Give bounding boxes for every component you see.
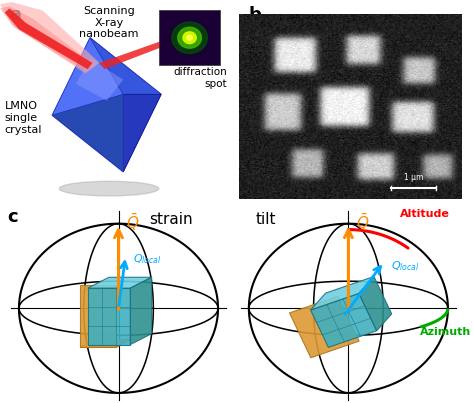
Text: $\bar{Q}$: $\bar{Q}$ <box>356 212 369 233</box>
Text: diffraction
spot: diffraction spot <box>174 67 228 89</box>
Polygon shape <box>0 6 95 71</box>
Polygon shape <box>80 285 116 347</box>
Polygon shape <box>80 339 131 347</box>
Circle shape <box>183 32 196 44</box>
Text: Scanning
X-ray
nanobeam: Scanning X-ray nanobeam <box>79 6 139 39</box>
Polygon shape <box>290 296 359 358</box>
Circle shape <box>172 22 208 54</box>
Text: LMNO
single
crystal: LMNO single crystal <box>5 101 42 135</box>
Text: a: a <box>9 6 21 24</box>
Text: c: c <box>7 208 18 226</box>
Text: Altitude: Altitude <box>400 210 450 219</box>
Polygon shape <box>90 38 161 94</box>
Polygon shape <box>52 38 161 172</box>
FancyBboxPatch shape <box>159 10 220 65</box>
Polygon shape <box>130 277 152 345</box>
Polygon shape <box>123 94 161 172</box>
Text: $\bar{Q}$: $\bar{Q}$ <box>126 212 139 233</box>
Polygon shape <box>310 276 374 310</box>
Text: b: b <box>249 6 262 24</box>
Polygon shape <box>52 94 123 172</box>
Text: $Q_{local}$: $Q_{local}$ <box>391 259 420 273</box>
Polygon shape <box>88 288 130 345</box>
Polygon shape <box>359 276 392 331</box>
Text: 1 μm: 1 μm <box>403 174 423 183</box>
Polygon shape <box>52 38 123 115</box>
Circle shape <box>178 27 201 48</box>
Polygon shape <box>0 2 100 73</box>
Text: strain: strain <box>149 212 192 226</box>
Text: tilt: tilt <box>256 212 276 226</box>
Text: Azimuth: Azimuth <box>420 327 471 337</box>
Polygon shape <box>5 8 92 69</box>
Text: $Q_{local}$: $Q_{local}$ <box>133 252 162 266</box>
Polygon shape <box>310 293 377 347</box>
Polygon shape <box>100 38 175 69</box>
Polygon shape <box>76 59 123 101</box>
Ellipse shape <box>59 181 159 196</box>
Circle shape <box>187 35 192 40</box>
Polygon shape <box>88 277 152 288</box>
